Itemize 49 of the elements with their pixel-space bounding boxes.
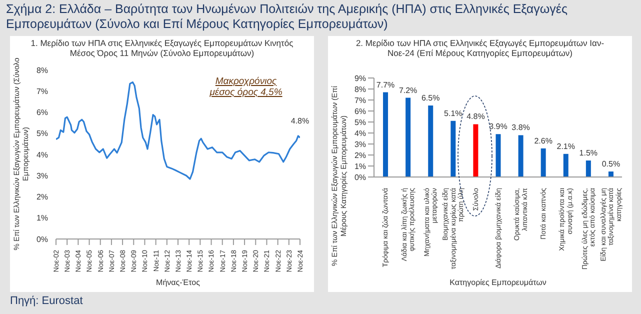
x-axis-title: Κατηγορίες Εμπορευμάτων <box>450 278 546 287</box>
y-tick-label: 0% <box>36 234 48 244</box>
y-tick-label: 8% <box>36 66 48 75</box>
y-tick-label: 3% <box>354 140 366 149</box>
bar <box>406 98 411 177</box>
annotation: Μακροχρόνιος μέσος όρος 4,5% <box>208 76 284 98</box>
y-tick-label: 4% <box>354 128 366 138</box>
data-label: 5.1% <box>444 108 462 118</box>
y-tick-label: 5% <box>354 118 366 127</box>
y-tick-label: 1% <box>36 214 48 223</box>
data-label: 3.9% <box>489 122 508 132</box>
y-tick-label: 7% <box>354 96 366 105</box>
data-label: 4.8% <box>466 112 485 122</box>
y-tick-label: 8% <box>354 84 366 94</box>
data-label: 3.8% <box>512 123 530 132</box>
y-tick-label: 9% <box>354 74 366 83</box>
y-tick-label: 7% <box>36 86 48 96</box>
y-tick-label: 0% <box>354 172 366 182</box>
x-axis-title: Μήνας-Έτος <box>156 278 200 287</box>
bar <box>563 154 568 177</box>
bar <box>518 135 524 177</box>
data-label: 6.5% <box>421 94 440 102</box>
y-tick-label: 1% <box>354 162 366 171</box>
chart-title: 2. Μερίδιο των ΗΠΑ στις Ελληνικές Εξαγωγές Εμπορευμάτων Ιαν-Νοε-24 (Επί Μέρους Κατηγορίες Εμπορευμάτων) <box>354 38 606 58</box>
y-tick-label: 2% <box>354 150 366 160</box>
bar <box>473 124 478 177</box>
y-tick-label: 6% <box>36 108 48 118</box>
text: Σχήμα 2: Ελλάδα – Βαρύτητα των Ηνωμένων Πολιτειών της Αμερικής (ΗΠΑ) στις Ελληνικές Εξαγωγές Εμπορευμάτων (Σύνολο και Επί Μέρους Κατηγορίες Εμπορευμάτων) <box>6 2 569 32</box>
bar <box>450 120 456 177</box>
data-label: 2.1% <box>556 142 575 151</box>
y-tick-label: 2% <box>36 192 48 202</box>
y-tick-label: 4% <box>36 150 48 160</box>
data-label: 2.6% <box>534 136 552 146</box>
chart-title: 1. Μερίδιο των ΗΠΑ στις Ελληνικές Εξαγωγές Εμπορευμάτων Κινητός Μέσος Όρος 11 Μηνών (Σύνολο Εμπορευμάτων) <box>30 38 294 58</box>
y-tick-label: 6% <box>354 106 366 116</box>
data-label: 1.5% <box>579 148 598 158</box>
data-label: 0.5% <box>602 160 620 168</box>
data-label: 7.2% <box>398 86 418 95</box>
y-tick-label: 3% <box>36 171 48 180</box>
bar <box>428 106 434 177</box>
bar <box>608 172 614 177</box>
bar <box>540 148 546 177</box>
y-tick-label: 5% <box>36 129 48 138</box>
text: Πηγή: Eurostat <box>10 295 83 307</box>
annotation: 4.8% <box>290 116 310 126</box>
bar <box>383 92 388 177</box>
bar <box>496 134 501 177</box>
bar <box>586 160 591 177</box>
data-label: 7.7% <box>376 80 395 90</box>
